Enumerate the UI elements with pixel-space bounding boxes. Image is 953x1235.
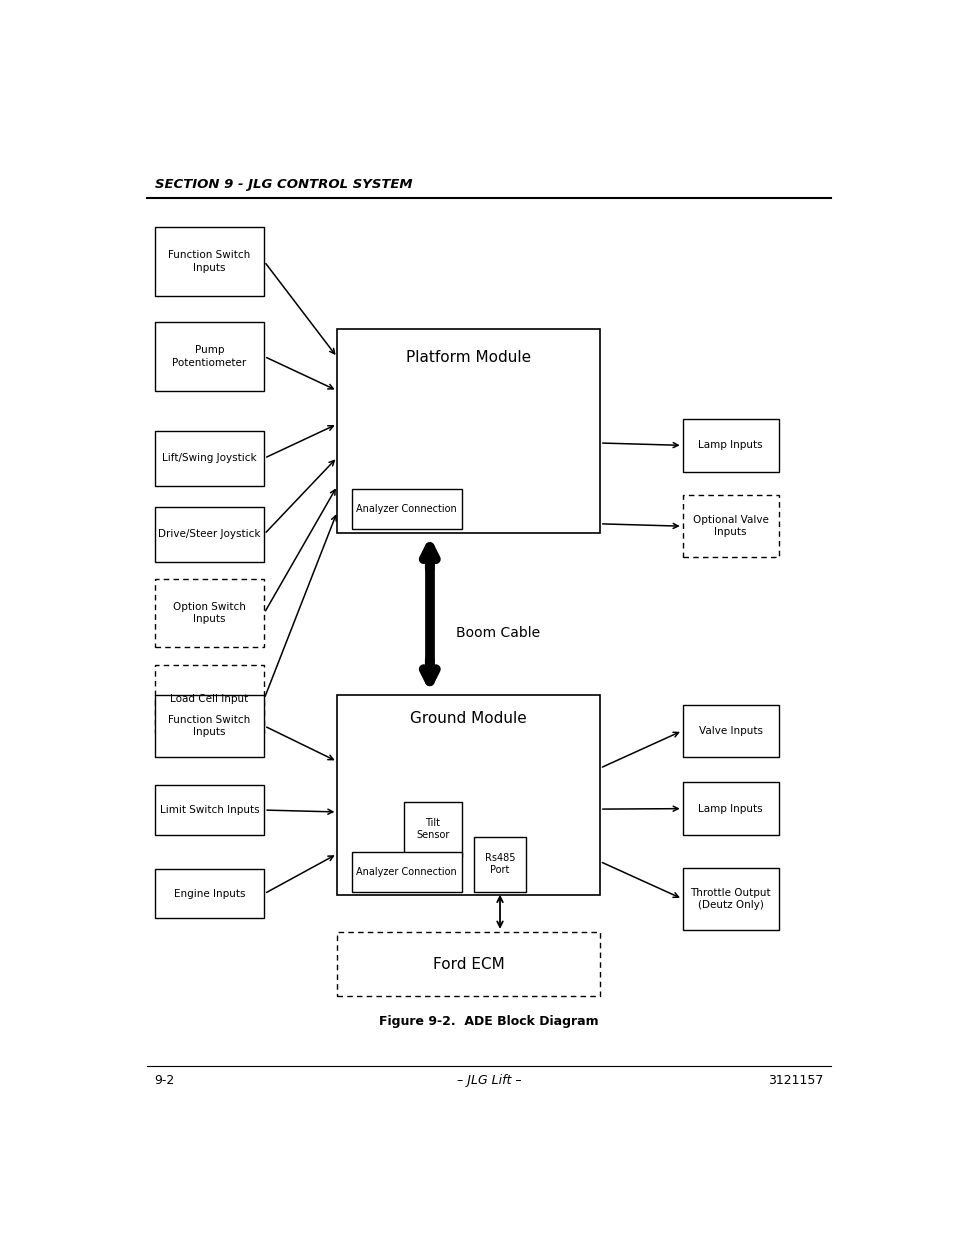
FancyBboxPatch shape xyxy=(682,868,778,930)
Text: Platform Module: Platform Module xyxy=(406,350,531,364)
FancyBboxPatch shape xyxy=(337,329,599,534)
FancyBboxPatch shape xyxy=(682,419,778,472)
FancyBboxPatch shape xyxy=(682,783,778,835)
Text: Ford ECM: Ford ECM xyxy=(433,957,504,972)
Text: Throttle Output
(Deutz Only): Throttle Output (Deutz Only) xyxy=(690,888,770,910)
Text: Valve Inputs: Valve Inputs xyxy=(698,726,761,736)
Text: Option Switch
Inputs: Option Switch Inputs xyxy=(172,601,246,625)
Text: Drive/Steer Joystick: Drive/Steer Joystick xyxy=(158,530,260,540)
Text: Lamp Inputs: Lamp Inputs xyxy=(698,441,762,451)
FancyBboxPatch shape xyxy=(154,664,264,734)
Text: – JLG Lift –: – JLG Lift – xyxy=(456,1073,520,1087)
FancyBboxPatch shape xyxy=(682,495,778,557)
FancyBboxPatch shape xyxy=(154,695,264,757)
Text: 9-2: 9-2 xyxy=(154,1073,174,1087)
FancyBboxPatch shape xyxy=(352,852,461,892)
Text: Rs485
Port: Rs485 Port xyxy=(484,853,515,876)
Text: Lift/Swing Joystick: Lift/Swing Joystick xyxy=(162,453,256,463)
FancyBboxPatch shape xyxy=(154,227,264,295)
Text: Load Cell Input: Load Cell Input xyxy=(171,694,249,704)
Text: Pump
Potentiometer: Pump Potentiometer xyxy=(172,346,246,368)
FancyBboxPatch shape xyxy=(337,695,599,894)
FancyBboxPatch shape xyxy=(682,704,778,757)
Text: Figure 9-2.  ADE Block Diagram: Figure 9-2. ADE Block Diagram xyxy=(378,1015,598,1028)
FancyBboxPatch shape xyxy=(154,506,264,562)
Text: Tilt
Sensor: Tilt Sensor xyxy=(416,818,449,840)
Text: Engine Inputs: Engine Inputs xyxy=(173,889,245,899)
Text: 3121157: 3121157 xyxy=(767,1073,822,1087)
FancyBboxPatch shape xyxy=(403,802,461,857)
Text: Ground Module: Ground Module xyxy=(410,711,526,726)
Text: Function Switch
Inputs: Function Switch Inputs xyxy=(168,251,251,273)
FancyBboxPatch shape xyxy=(154,579,264,647)
FancyBboxPatch shape xyxy=(154,869,264,919)
Text: Boom Cable: Boom Cable xyxy=(456,626,539,640)
Text: Analyzer Connection: Analyzer Connection xyxy=(356,504,456,514)
FancyBboxPatch shape xyxy=(337,931,599,997)
Text: Function Switch
Inputs: Function Switch Inputs xyxy=(168,715,251,737)
FancyBboxPatch shape xyxy=(352,489,461,529)
FancyBboxPatch shape xyxy=(474,836,525,892)
Text: Optional Valve
Inputs: Optional Valve Inputs xyxy=(692,515,768,537)
Text: SECTION 9 - JLG CONTROL SYSTEM: SECTION 9 - JLG CONTROL SYSTEM xyxy=(154,178,412,191)
FancyBboxPatch shape xyxy=(154,785,264,835)
Text: Limit Switch Inputs: Limit Switch Inputs xyxy=(159,805,259,815)
Text: Lamp Inputs: Lamp Inputs xyxy=(698,804,762,814)
FancyBboxPatch shape xyxy=(154,431,264,485)
FancyBboxPatch shape xyxy=(154,322,264,390)
Text: Analyzer Connection: Analyzer Connection xyxy=(356,867,456,877)
